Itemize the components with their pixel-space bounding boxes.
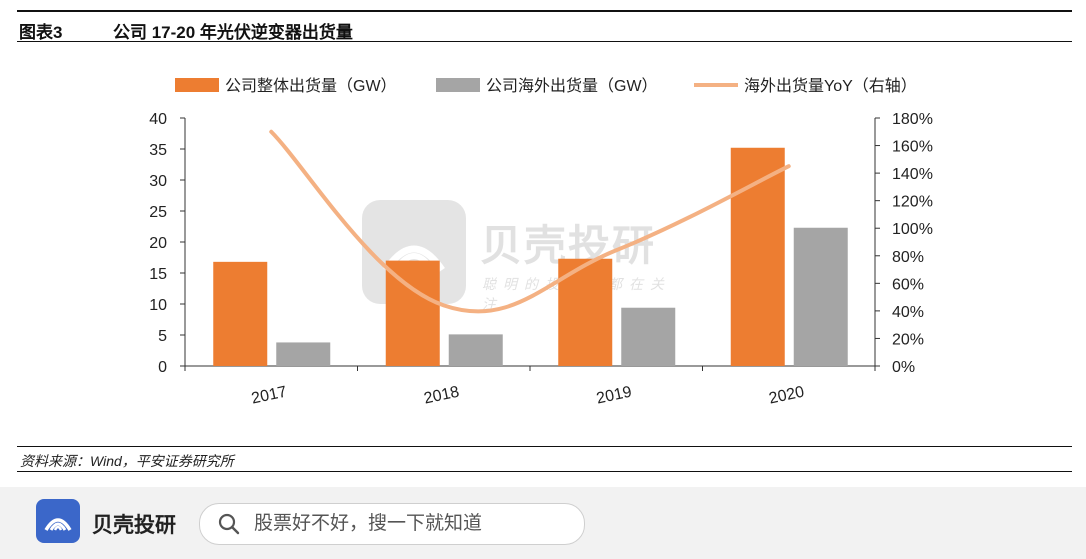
legend-label-2: 海外出货量YoY（右轴） [744,77,917,95]
bar-total-2017 [213,261,268,366]
bar-overseas-2019 [621,307,676,366]
y2-tick-label: 80% [892,249,924,266]
legend-label-1: 公司海外出货量（GW） [486,77,658,95]
title-rule [17,41,1072,42]
figure-title: 公司 17-20 年光伏逆变器出货量 [113,23,353,42]
legend-swatch-0 [175,78,219,92]
x-tick-label: 2020 [767,383,805,407]
chart-bars [213,147,848,366]
search-box[interactable] [199,503,585,545]
y-tick-label: 10 [149,297,167,314]
bar-total-2018 [385,260,440,366]
y2-tick-label: 20% [892,331,924,348]
y-tick-label: 15 [149,266,167,283]
y2-tick-label: 40% [892,304,924,321]
y-tick-label: 25 [149,204,167,221]
bar-overseas-2018 [448,334,503,366]
footer-bar: 贝壳投研 [0,487,1086,559]
search-icon[interactable] [218,513,240,535]
y-tick-label: 40 [149,111,167,128]
y-tick-label: 0 [158,359,167,376]
figure-label: 图表3 [19,23,63,42]
app-logo-icon[interactable] [36,499,80,543]
y2-tick-label: 0% [892,359,915,376]
app-name: 贝壳投研 [92,514,176,537]
chart-axes: 0 5 10 15 20 25 30 35 40 0% 20% 40% 60% 80% 100% 120% 14… [149,111,933,408]
y-tick-label: 20 [149,235,167,252]
y2-tick-label: 180% [892,111,933,128]
source-rule-bottom [17,471,1072,472]
legend-label-0: 公司整体出货量（GW） [225,77,397,95]
x-tick-label: 2019 [595,383,633,407]
y-tick-label: 35 [149,142,167,159]
y2-tick-label: 60% [892,276,924,293]
chart-line [269,129,791,314]
bar-overseas-2017 [276,342,331,366]
y-tick-label: 5 [158,328,167,345]
y-tick-label: 30 [149,173,167,190]
figure-header: 图表3 公司 17-20 年光伏逆变器出货量 [17,13,1072,43]
bar-overseas-2020 [793,227,848,366]
source-rule-top [17,446,1072,447]
source-note: 资料来源：Wind，平安证券研究所 [20,453,234,469]
x-tick-label: 2017 [250,383,288,407]
y2-tick-label: 140% [892,166,933,183]
top-rule [17,10,1072,12]
x-tick-label: 2018 [422,383,460,407]
chart: 公司整体出货量（GW） 公司海外出货量（GW） 海外出货量YoY（右轴） 0 5 10 1… [149,77,933,408]
y2-tick-label: 160% [892,139,933,156]
line-overseas-yoy [269,129,791,314]
y2-tick-label: 100% [892,221,933,238]
chart-legend: 公司整体出货量（GW） 公司海外出货量（GW） 海外出货量YoY（右轴） [175,77,917,95]
search-input[interactable] [254,512,564,536]
y2-tick-label: 120% [892,194,933,211]
legend-swatch-1 [436,78,480,92]
